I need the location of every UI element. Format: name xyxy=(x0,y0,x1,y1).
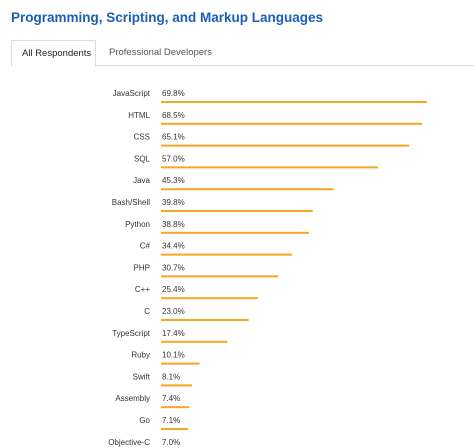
category-label: Java xyxy=(133,176,150,185)
value-label: 65.1% xyxy=(162,133,185,142)
bar xyxy=(161,362,200,365)
bar xyxy=(161,428,189,430)
category-label: CSS xyxy=(134,133,150,142)
bar xyxy=(161,253,293,256)
value-label: 8.1% xyxy=(162,372,180,381)
category-label: TypeScript xyxy=(112,329,151,338)
chart-title: Programming, Scripting, and Markup Langu… xyxy=(11,10,324,25)
bar xyxy=(161,384,192,387)
value-label: 34.4% xyxy=(162,242,185,251)
category-label: SQL xyxy=(134,154,151,163)
tab-professional-developers[interactable]: Professional Developers xyxy=(109,47,212,58)
value-label: 38.8% xyxy=(162,220,185,229)
value-label: 7.4% xyxy=(162,394,180,403)
category-label: C++ xyxy=(135,285,150,294)
bar xyxy=(161,122,423,125)
value-label: 45.3% xyxy=(162,176,185,185)
category-label: C xyxy=(144,307,150,316)
category-label: Swift xyxy=(133,372,151,381)
respondent-tabs: All Respondents Professional Developers xyxy=(11,40,474,67)
bar xyxy=(161,319,249,321)
tabs-divider xyxy=(11,65,474,66)
bar xyxy=(161,231,309,234)
category-label: Objective-C xyxy=(108,438,150,447)
bar xyxy=(161,210,313,212)
bar xyxy=(161,101,427,103)
bar xyxy=(161,275,278,278)
value-label: 17.4% xyxy=(162,329,185,338)
category-label: PHP xyxy=(134,263,150,272)
bar xyxy=(161,144,410,147)
category-label: Python xyxy=(125,220,150,229)
category-label: Assembly xyxy=(115,394,150,403)
value-label: 39.8% xyxy=(162,198,185,207)
bar xyxy=(161,406,190,409)
value-label: 69.8% xyxy=(162,89,185,98)
bar xyxy=(161,340,228,343)
value-label: 30.7% xyxy=(162,263,185,272)
value-label: 7.1% xyxy=(162,416,180,425)
value-label: 7.0% xyxy=(162,438,180,447)
bar xyxy=(161,297,258,300)
value-label: 68.5% xyxy=(162,111,185,120)
category-label: Bash/Shell xyxy=(112,198,150,207)
category-label: HTML xyxy=(128,111,150,120)
category-label: Ruby xyxy=(131,351,150,360)
value-label: 57.0% xyxy=(162,154,185,163)
category-label: JavaScript xyxy=(113,89,151,98)
category-label: C# xyxy=(140,242,151,251)
value-label: 10.1% xyxy=(162,351,185,360)
category-label: Go xyxy=(139,416,150,425)
bar xyxy=(161,188,334,191)
value-label: 25.4% xyxy=(162,285,185,294)
value-label: 23.0% xyxy=(162,307,185,316)
bar xyxy=(161,166,379,169)
tab-all-respondents[interactable]: All Respondents xyxy=(11,40,96,67)
